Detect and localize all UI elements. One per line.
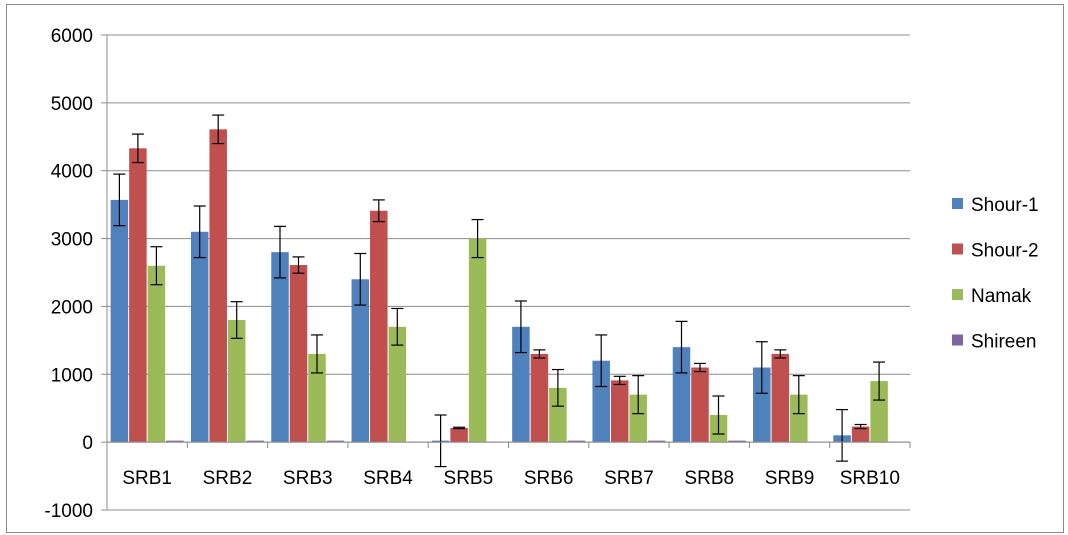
chart-frame bbox=[6, 4, 1064, 533]
y-tick-label: 6000 bbox=[51, 26, 93, 47]
legend-swatch bbox=[952, 243, 963, 255]
legend: Shour-1 Shour-2 Namak Shireen bbox=[952, 195, 1039, 353]
bar bbox=[308, 353, 326, 443]
bar bbox=[147, 265, 166, 443]
bar bbox=[450, 427, 468, 443]
bar bbox=[351, 279, 370, 443]
bar bbox=[728, 440, 746, 443]
legend-label: Namak bbox=[971, 286, 1032, 307]
y-tick-label: 3000 bbox=[51, 230, 93, 251]
x-tick-label: SRB8 bbox=[684, 468, 734, 489]
x-tick-label: SRB1 bbox=[122, 468, 172, 489]
bar bbox=[790, 394, 808, 443]
bar bbox=[672, 347, 691, 443]
bar bbox=[647, 440, 666, 443]
x-tick-label: SRB9 bbox=[765, 468, 815, 489]
bar bbox=[771, 353, 790, 443]
x-tick-label: SRB7 bbox=[604, 468, 654, 489]
error-bars bbox=[113, 114, 886, 468]
legend-swatch bbox=[952, 198, 963, 209]
y-tick-label: 2000 bbox=[51, 297, 93, 318]
bar bbox=[289, 265, 308, 443]
x-tick-label: SRB3 bbox=[283, 468, 333, 489]
legend-swatch bbox=[952, 289, 963, 300]
bar bbox=[610, 380, 629, 443]
bar bbox=[326, 440, 345, 443]
x-tick-label: SRB5 bbox=[444, 468, 494, 489]
bar bbox=[227, 320, 246, 443]
bar bbox=[549, 387, 567, 443]
bars bbox=[110, 129, 888, 443]
legend-label: Shour-1 bbox=[971, 195, 1039, 216]
bar bbox=[851, 426, 870, 443]
gridlines bbox=[107, 34, 910, 511]
legend-label: Shour-2 bbox=[971, 241, 1039, 262]
bar bbox=[209, 129, 227, 443]
bar bbox=[592, 360, 610, 443]
bar bbox=[110, 199, 129, 443]
y-tick-label: 5000 bbox=[51, 94, 93, 115]
bar bbox=[530, 353, 549, 443]
bar bbox=[246, 440, 264, 443]
bar bbox=[512, 326, 530, 443]
bar bbox=[271, 252, 289, 443]
bar bbox=[691, 367, 709, 443]
bar bbox=[870, 381, 888, 443]
bar bbox=[370, 210, 388, 443]
legend-label: Shireen bbox=[971, 332, 1037, 353]
bar bbox=[468, 238, 487, 443]
axes: -1000 0 1000 2000 3000 4000 5000 6000 SRB1 SRB2 SR… bbox=[44, 26, 911, 522]
bar bbox=[629, 394, 647, 443]
x-tick-label: SRB10 bbox=[840, 468, 900, 489]
x-tick-label: SRB6 bbox=[524, 468, 574, 489]
bar bbox=[567, 440, 586, 443]
bar bbox=[129, 148, 147, 443]
legend-swatch bbox=[952, 334, 963, 346]
y-tick-label: -1000 bbox=[44, 501, 93, 522]
x-tick-label: SRB2 bbox=[203, 468, 253, 489]
x-tick-label: SRB4 bbox=[363, 468, 413, 489]
bar bbox=[190, 231, 209, 443]
y-tick-label: 0 bbox=[82, 433, 93, 454]
y-tick-label: 4000 bbox=[51, 162, 93, 183]
y-tick-label: 1000 bbox=[51, 365, 93, 386]
bar bbox=[753, 367, 771, 443]
bar bbox=[388, 326, 407, 443]
bar bbox=[166, 440, 184, 443]
